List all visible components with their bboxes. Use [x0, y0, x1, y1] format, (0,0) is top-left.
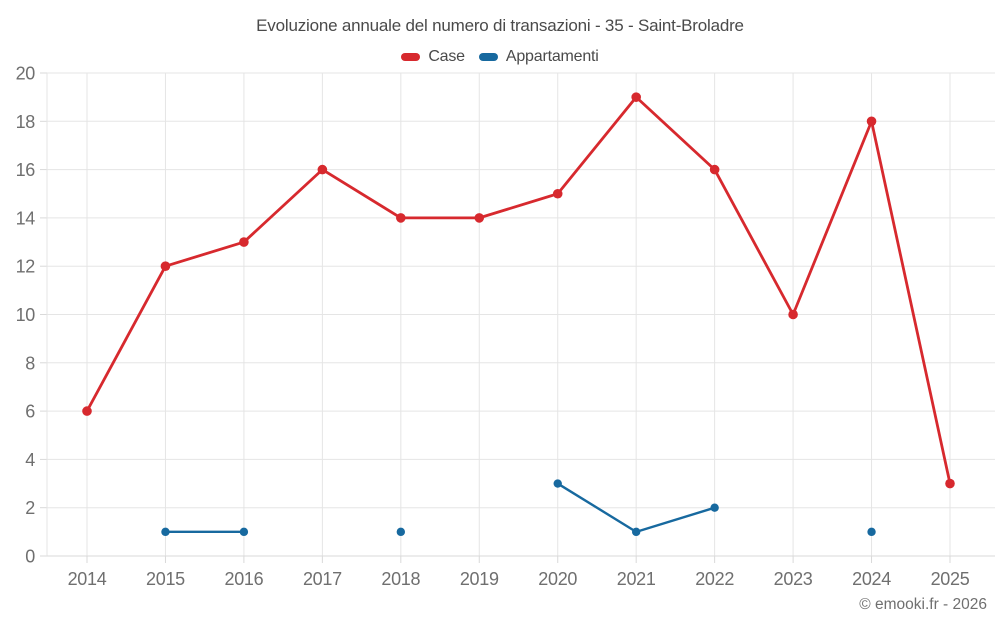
data-point-case-2025[interactable] [945, 478, 955, 489]
y-tick-label: 2 [25, 498, 35, 518]
x-tick-label: 2014 [68, 569, 107, 589]
chart-title: Evoluzione annuale del numero di transaz… [256, 16, 744, 35]
x-tick-label: 2025 [931, 569, 970, 589]
data-point-appartamenti-2022[interactable] [710, 503, 719, 512]
data-point-case-2019[interactable] [474, 213, 485, 223]
data-point-case-2021[interactable] [631, 92, 641, 102]
data-point-case-2022[interactable] [709, 164, 720, 175]
y-tick-label: 10 [16, 305, 36, 325]
data-point-case-2020[interactable] [552, 188, 563, 199]
data-point-appartamenti-2016[interactable] [239, 527, 249, 537]
legend-swatch-appartamenti-icon [478, 53, 498, 61]
x-tick-label: 2018 [381, 569, 420, 589]
legend-label-case: Case [428, 48, 465, 65]
legend-item-appartamenti[interactable]: Appartamenti [478, 48, 599, 66]
data-point-appartamenti-2015[interactable] [161, 527, 170, 537]
y-tick-label: 16 [16, 160, 36, 180]
data-point-case-2017[interactable] [317, 164, 328, 175]
y-tick-label: 4 [25, 450, 35, 470]
data-point-case-2015[interactable] [160, 261, 171, 272]
footer-credit: © emooki.fr - 2026 [859, 596, 987, 613]
chart-legend: Case Appartamenti [0, 46, 1000, 68]
data-point-appartamenti-2018[interactable] [396, 527, 406, 537]
legend-item-case[interactable]: Case [401, 48, 465, 66]
x-tick-label: 2024 [852, 569, 891, 589]
x-tick-label: 2020 [538, 569, 577, 589]
data-point-case-2016[interactable] [239, 237, 249, 247]
data-point-case-2024[interactable] [866, 116, 877, 127]
x-tick-label: 2023 [774, 569, 813, 589]
y-tick-label: 6 [25, 402, 35, 422]
y-tick-label: 8 [25, 353, 35, 373]
x-tick-label: 2016 [224, 569, 263, 589]
data-point-case-2018[interactable] [396, 213, 406, 223]
y-tick-label: 20 [16, 64, 36, 84]
data-point-appartamenti-2020[interactable] [553, 479, 562, 488]
y-tick-label: 12 [16, 257, 36, 277]
data-point-case-2014[interactable] [82, 406, 92, 416]
x-tick-label: 2015 [146, 569, 185, 589]
x-tick-label: 2021 [617, 569, 656, 589]
x-tick-label: 2022 [695, 569, 734, 589]
legend-label-appartamenti: Appartamenti [505, 48, 599, 65]
y-tick-label: 0 [25, 547, 35, 567]
x-tick-label: 2017 [303, 569, 342, 589]
data-point-case-2023[interactable] [788, 309, 798, 320]
series-line-case [85, 95, 952, 485]
data-point-appartamenti-2021[interactable] [631, 527, 641, 537]
legend-swatch-case-icon [401, 53, 421, 61]
x-tick-label: 2019 [460, 569, 499, 589]
y-tick-label: 14 [16, 208, 36, 228]
y-tick-label: 18 [16, 112, 36, 132]
data-point-appartamenti-2024[interactable] [867, 527, 876, 537]
